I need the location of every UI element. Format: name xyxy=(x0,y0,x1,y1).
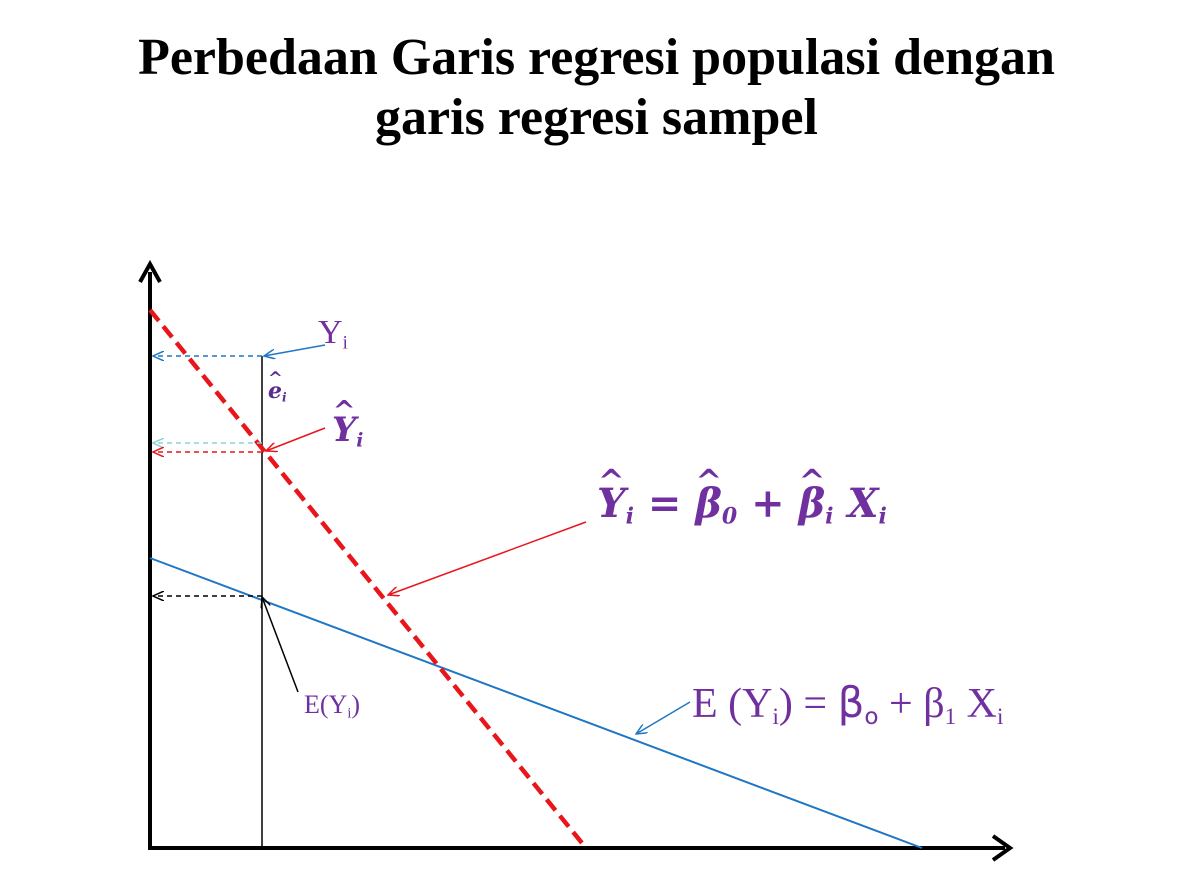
title-line-2: garis regresi sampel xyxy=(375,89,818,146)
x-axis-arrowhead xyxy=(991,834,1014,862)
population-regression-line xyxy=(149,557,923,849)
yi-hat-pointer-arrow xyxy=(266,427,326,451)
yi-hat-label: Yi xyxy=(332,395,363,452)
population-regression-equation: E (Yi) = βo + β1 Xi xyxy=(692,678,1004,730)
yi-label: Yi xyxy=(318,314,348,354)
expected-yi-label: E(Yi) xyxy=(304,690,360,722)
eyi-pointer-arrow xyxy=(262,597,299,693)
population-equation-pointer-arrow xyxy=(636,701,691,734)
sample-regression-line xyxy=(148,308,588,850)
residual-label: ei xyxy=(268,368,287,404)
y-axis-arrowhead xyxy=(138,259,162,283)
title-line-1: Perbedaan Garis regresi populasi dengan xyxy=(138,29,1055,86)
yi-pointer-arrow xyxy=(264,344,326,356)
page-title: Perbedaan Garis regresi populasi dengan … xyxy=(0,28,1193,148)
sample-equation-pointer-arrow xyxy=(388,521,587,595)
sample-regression-equation: Yi = β0 + βi Xi xyxy=(597,462,887,529)
